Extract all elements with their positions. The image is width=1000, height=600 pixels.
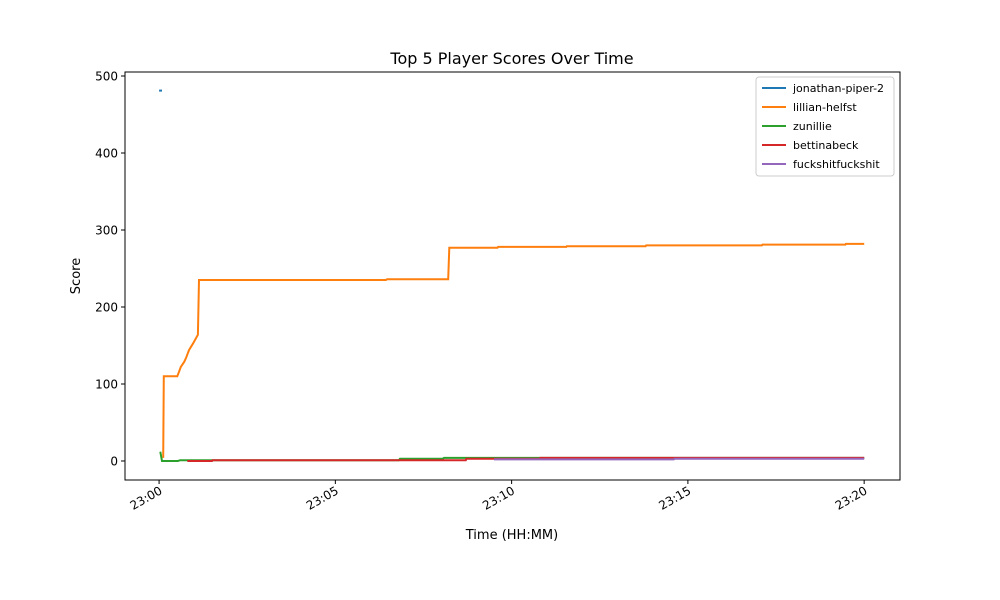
series-line-lillian-helfst (162, 242, 865, 458)
axes-frame (124, 71, 901, 481)
plot-area (159, 89, 865, 462)
y-axis: 0 100 200 300 400 500 (95, 70, 125, 468)
series-line-fuckshitfuckshit (494, 457, 865, 461)
legend-box (755, 76, 895, 177)
x-tick-label: 23:00 (128, 483, 165, 512)
legend-label: jonathan-piper-2 (792, 82, 884, 95)
y-axis-label: Score (69, 258, 84, 294)
y-tick-label: 300 (95, 223, 118, 237)
x-axis-label: Time (HH:MM) (465, 528, 558, 543)
y-tick-label: 400 (95, 146, 118, 160)
legend: jonathan-piper-2 lillian-helfst zunillie be… (755, 76, 895, 177)
y-tick-label: 0 (110, 454, 118, 468)
x-tick-label: 23:10 (480, 483, 517, 512)
series-line-bettinabeck (187, 456, 865, 462)
x-tick-label: 23:20 (833, 483, 870, 512)
y-tick-label: 200 (95, 300, 118, 314)
legend-label: fuckshitfuckshit (793, 158, 880, 171)
y-tick-label: 100 (95, 377, 118, 391)
x-tick-label: 23:15 (656, 483, 693, 512)
legend-label: lillian-helfst (793, 101, 857, 114)
legend-label: zunillie (793, 120, 832, 133)
y-tick-label: 500 (95, 70, 118, 84)
chart-title: Top 5 Player Scores Over Time (389, 49, 633, 68)
x-axis: 23:00 23:05 23:10 23:15 23:20 (128, 480, 870, 513)
x-tick-label: 23:05 (304, 483, 341, 512)
legend-label: bettinabeck (793, 139, 859, 152)
